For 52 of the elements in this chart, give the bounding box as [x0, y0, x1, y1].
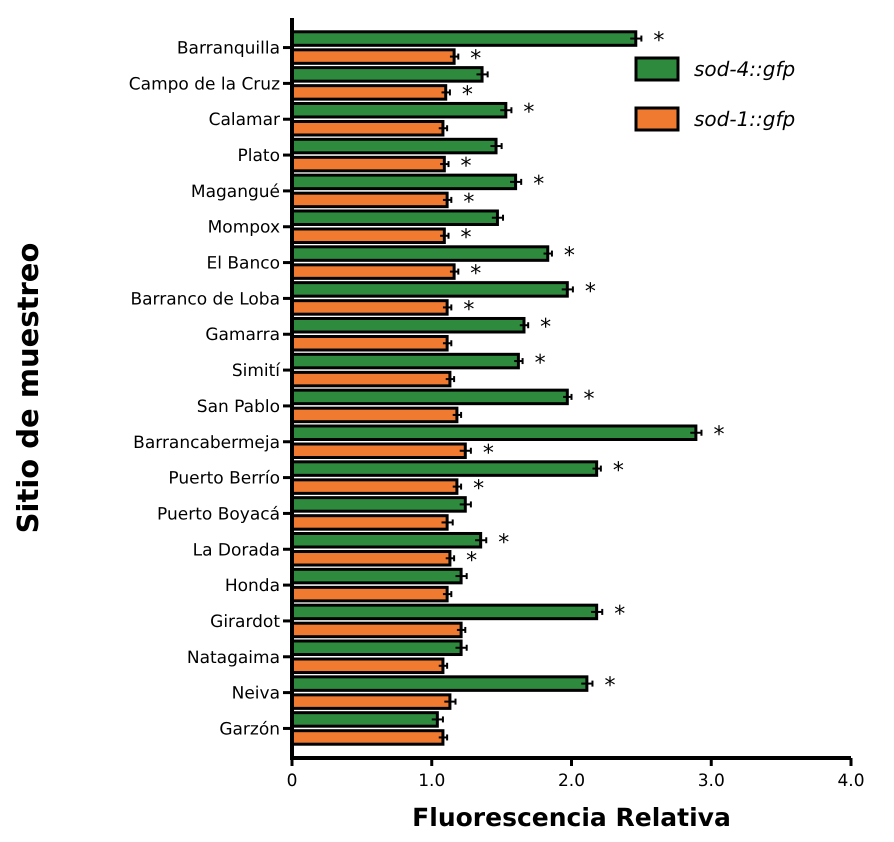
y-tick-label: La Dorada	[192, 540, 280, 560]
y-tick-label: Barranquilla	[176, 38, 280, 59]
x-tick-label: 1.0	[418, 771, 446, 791]
y-tick-label: El Banco	[206, 254, 280, 274]
x-axis-title: Fluorescencia Relativa	[412, 803, 731, 832]
y-tick-label: Gamarra	[205, 325, 280, 346]
y-axis-title: Sitio de muestreo	[11, 242, 45, 534]
y-tick-label: Simití	[232, 361, 282, 382]
annotation: *	[653, 28, 664, 54]
annotation: *	[482, 440, 494, 466]
annotation: *	[463, 297, 474, 322]
annotation: *	[470, 262, 482, 287]
annotation: *	[534, 351, 546, 376]
y-tick-label: Mompox	[208, 218, 280, 238]
annotation: *	[460, 154, 472, 180]
annotation: *	[466, 548, 478, 574]
annotation: *	[713, 422, 724, 448]
y-tick-label: Barrancabermeja	[133, 432, 280, 453]
y-tick-label: Honda	[224, 576, 280, 596]
x-tick-label: 2.0	[558, 771, 586, 791]
y-tick-label: Barranco de Loba	[130, 289, 280, 310]
annotation: *	[614, 602, 626, 627]
annotation: *	[470, 46, 482, 72]
annotation: *	[460, 226, 472, 251]
annotation: *	[523, 100, 534, 126]
y-tick-label: Puerto Berrío	[168, 468, 280, 489]
annotation: *	[462, 82, 473, 108]
y-tick-label: Puerto Boyacá	[157, 504, 280, 524]
annotation: *	[533, 172, 544, 197]
y-tick-label: Girardot	[210, 612, 280, 632]
x-tick-label: 0	[286, 771, 298, 791]
annotation: *	[584, 279, 596, 304]
y-tick-label: Calamar	[208, 110, 280, 130]
annotation: *	[498, 530, 510, 556]
y-tick-label: Magangué	[190, 182, 280, 202]
legend-label: sod-4::gfp	[694, 57, 796, 81]
y-tick-label: Garzón	[219, 719, 280, 740]
x-tick-label: 3.0	[698, 771, 725, 791]
y-tick-label: Plato	[238, 146, 280, 166]
legend-label: sod-1::gfp	[694, 107, 796, 131]
annotation: *	[540, 315, 552, 340]
y-tick-label: Neiva	[232, 684, 280, 704]
annotation: *	[612, 458, 624, 484]
annotation: *	[604, 674, 616, 699]
y-tick-label: San Pablo	[196, 396, 280, 417]
annotation: *	[564, 244, 575, 269]
x-tick-label: 4.0	[837, 771, 865, 791]
annotation: *	[463, 190, 474, 215]
annotation: *	[584, 386, 594, 412]
y-tick-label: Natagaima	[186, 648, 280, 668]
y-tick-label: Campo de la Cruz	[128, 74, 280, 94]
annotation: *	[473, 476, 484, 502]
